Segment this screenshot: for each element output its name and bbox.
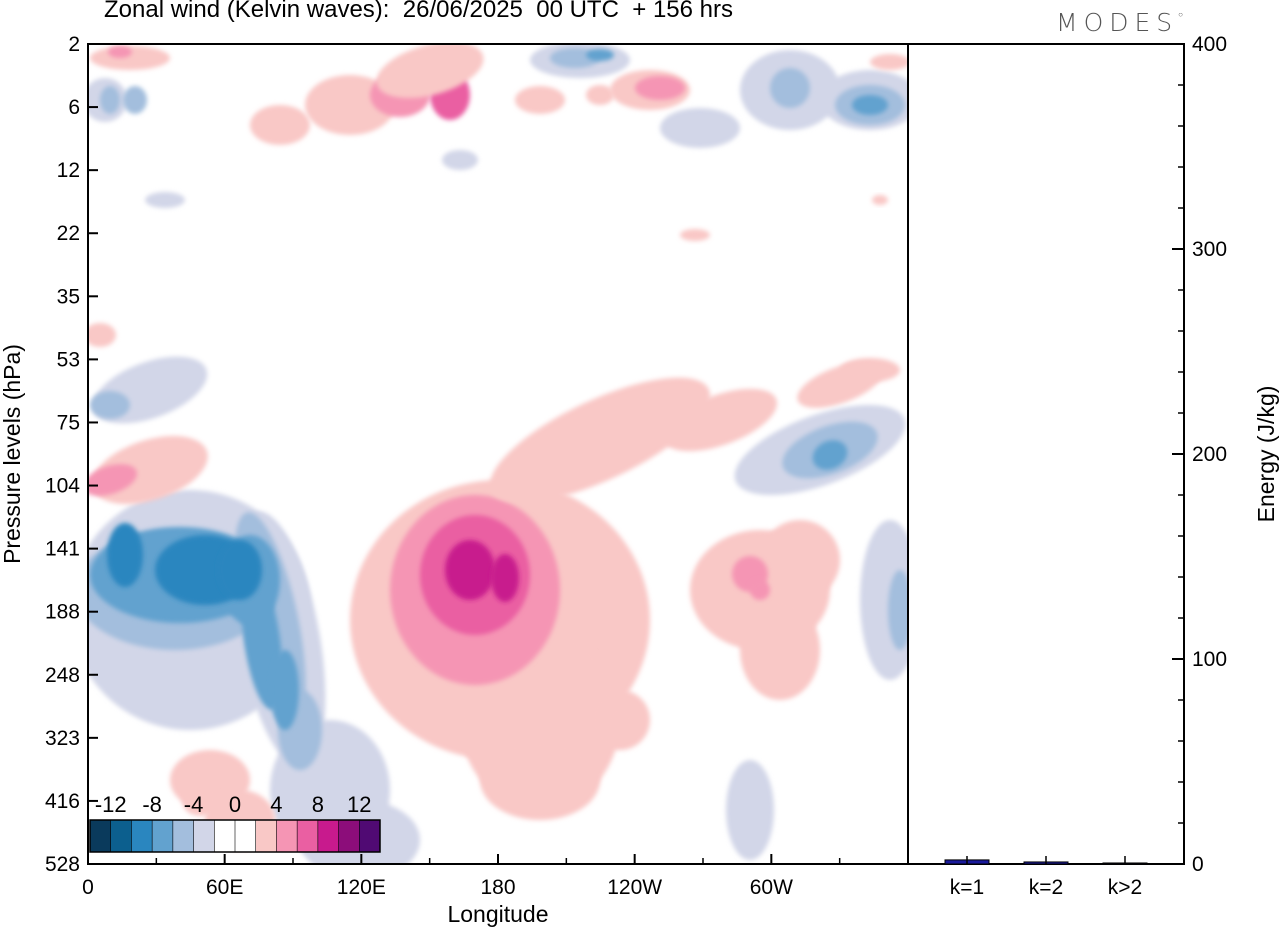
contour-region — [740, 600, 820, 700]
zonal-wind-contours — [88, 44, 908, 864]
y-tick-label: 416 — [45, 790, 80, 813]
contour-region — [123, 86, 147, 114]
y-tick-label: 323 — [45, 727, 80, 750]
y-tick-label: 22 — [57, 222, 80, 245]
colorbar-label: -4 — [184, 792, 204, 817]
x-tick-label: 60W — [750, 876, 793, 899]
colorbar-swatch — [193, 820, 215, 852]
colorbar-swatch — [276, 820, 298, 852]
energy-bars: k=1 k=2 k>2 — [944, 856, 1148, 899]
contour-region — [145, 192, 185, 208]
bar-category-label: k=2 — [1029, 876, 1063, 899]
y-tick-label: 75 — [57, 411, 80, 434]
contour-region — [489, 377, 711, 503]
colorbar-swatch — [359, 820, 381, 852]
contour-region — [90, 391, 130, 419]
contour-region — [100, 86, 120, 114]
contour-region — [760, 520, 840, 600]
y-tick-label: 141 — [45, 538, 80, 561]
contour-region — [445, 540, 495, 600]
x-tick-label: 120E — [337, 876, 386, 899]
colorbar-swatch — [297, 820, 319, 852]
contour-region — [872, 195, 888, 205]
right-plot-frame — [907, 43, 1185, 865]
colorbar-label: 4 — [270, 792, 282, 817]
colorbar-label: -12 — [95, 792, 127, 817]
energy-tick-label: 400 — [1192, 33, 1227, 56]
colorbar-swatch — [317, 820, 340, 852]
x-tick-label: 180 — [480, 876, 515, 899]
colorbar-swatch — [152, 820, 174, 852]
y-tick-label: 6 — [68, 96, 80, 119]
contour-region — [586, 49, 614, 61]
y-tick-label: 35 — [57, 285, 80, 308]
bar-category-label: k>2 — [1108, 876, 1142, 899]
y-tick-label: 188 — [45, 601, 80, 624]
x-tick-label: 60E — [206, 876, 243, 899]
contour-region — [442, 150, 478, 170]
y-tick-label: 12 — [57, 159, 80, 182]
energy-tick-label: 300 — [1192, 238, 1227, 261]
x-tick-label: 120W — [607, 876, 662, 899]
colorbar-label: 0 — [229, 792, 241, 817]
contour-region — [660, 108, 740, 148]
contour-region — [840, 358, 900, 382]
colorbar-label: 12 — [347, 792, 371, 817]
modes-logo: MODES○ — [1056, 8, 1184, 37]
contour-region — [812, 440, 848, 470]
contour-region — [107, 523, 143, 587]
contour-region — [606, 705, 634, 745]
contour-region — [635, 76, 685, 100]
brand-text: MODES — [1056, 8, 1179, 37]
colorbar-swatch — [255, 820, 277, 852]
x-tick-label: 0 — [82, 876, 94, 899]
contour-region — [480, 740, 600, 820]
contour-region — [750, 580, 770, 600]
contour-region — [586, 85, 614, 105]
contour-region — [92, 356, 208, 424]
contour-region — [726, 760, 774, 860]
colorbar-label: 8 — [312, 792, 324, 817]
contour-region — [218, 540, 262, 600]
bar-category-label: k=1 — [950, 876, 984, 899]
contour-region — [88, 323, 116, 347]
x-axis-title: Longitude — [447, 901, 548, 927]
contour-region — [108, 46, 132, 58]
contour-region — [515, 86, 565, 114]
contour-region — [770, 68, 810, 108]
contour-region — [680, 229, 710, 241]
colorbar-label: -8 — [142, 792, 162, 817]
y-tick-label: 2 — [68, 33, 80, 56]
contour-region — [888, 570, 908, 650]
contour-region — [852, 95, 888, 115]
energy-tick-label: 0 — [1192, 853, 1204, 876]
y-tick-label: 248 — [45, 664, 80, 687]
colorbar-swatch — [172, 820, 195, 852]
colorbar-swatch — [110, 820, 132, 852]
contour-region — [491, 554, 519, 602]
y-axis-title-right: Energy (J/kg) — [1253, 386, 1279, 523]
chart-title: Zonal wind (Kelvin waves): 26/06/2025 00… — [104, 0, 733, 23]
y-axis-title-left: Pressure levels (hPa) — [0, 344, 25, 564]
contour-region — [271, 650, 299, 730]
colorbar-swatch — [214, 820, 236, 852]
colorbar-swatch — [235, 820, 257, 852]
y-tick-label: 104 — [45, 475, 80, 498]
colorbar-swatch — [131, 820, 153, 852]
colorbar: -12 -8 -4 0 4 8 12 — [89, 792, 381, 853]
contour-region — [662, 388, 778, 452]
y-tick-label: 528 — [45, 853, 80, 876]
colorbar-swatch — [338, 820, 360, 852]
colorbar-swatch — [90, 820, 112, 852]
contour-region — [182, 784, 218, 816]
energy-tick-label: 100 — [1192, 648, 1227, 671]
y-tick-label: 53 — [57, 348, 80, 371]
energy-tick-label: 200 — [1192, 443, 1227, 466]
contour-region — [870, 54, 908, 70]
contour-region — [250, 105, 310, 145]
contour-region — [376, 44, 484, 99]
contour-region — [88, 464, 137, 496]
